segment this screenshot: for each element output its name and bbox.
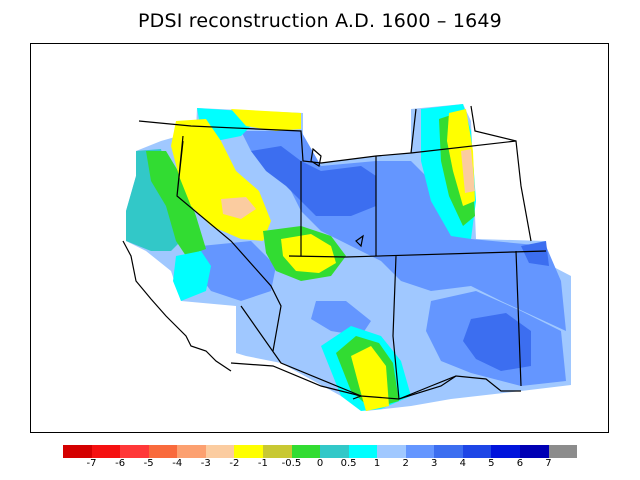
colorbar-swatch bbox=[177, 445, 206, 458]
colorbar-tick-label: -1 bbox=[257, 458, 268, 469]
colorbar-swatch bbox=[91, 445, 121, 458]
colorbar-tick-label: -4 bbox=[172, 458, 183, 469]
map-frame bbox=[30, 43, 609, 433]
colorbar-tick-label: -0.5 bbox=[281, 458, 302, 469]
map-title: PDSI reconstruction A.D. 1600 – 1649 bbox=[138, 10, 502, 32]
colorbar-swatch bbox=[491, 445, 520, 458]
colorbar bbox=[63, 445, 578, 458]
lakes bbox=[310, 147, 364, 248]
colorbar-swatch bbox=[405, 445, 435, 458]
region-mid-gap bbox=[311, 301, 371, 336]
colorbar-tick-label: 3 bbox=[431, 458, 438, 469]
colorbar-tick-label: -2 bbox=[229, 458, 240, 469]
region-west-teal bbox=[126, 149, 186, 251]
coastline bbox=[122, 240, 232, 372]
colorbar-tick-label: 1 bbox=[373, 458, 381, 469]
colorbar-swatch bbox=[148, 445, 178, 458]
colorbar-swatch bbox=[520, 445, 549, 458]
region-central-yellow bbox=[281, 234, 336, 273]
colorbar-tick-label: 4 bbox=[459, 458, 466, 469]
colorbar-swatch bbox=[434, 445, 463, 458]
colorbar-tick-label: -3 bbox=[200, 458, 211, 469]
colorbar-swatch bbox=[262, 445, 292, 458]
colorbar-swatch bbox=[63, 445, 92, 458]
pdsi-map bbox=[122, 104, 571, 411]
colorbar-swatch bbox=[462, 445, 492, 458]
colorbar-tick-label: 2 bbox=[402, 458, 409, 469]
colorbar-tick-label: 6 bbox=[516, 458, 524, 469]
colorbar-swatch bbox=[320, 445, 349, 458]
region-strong-east bbox=[521, 241, 549, 266]
colorbar-tick-label: 0.5 bbox=[340, 458, 357, 469]
colorbar-tick-label: 0 bbox=[316, 458, 324, 469]
region-east-peach bbox=[461, 149, 475, 193]
region-strong-south bbox=[463, 313, 531, 371]
colorbar-tick-label: -6 bbox=[115, 458, 126, 469]
colorbar-swatch bbox=[234, 445, 263, 458]
region-west-green bbox=[146, 151, 206, 256]
region-west-peach bbox=[221, 197, 256, 219]
colorbar-swatch bbox=[205, 445, 235, 458]
colorbar-tick-label: 5 bbox=[488, 458, 495, 469]
region-south-yellow bbox=[351, 346, 389, 411]
colorbar-swatch bbox=[120, 445, 149, 458]
colorbar-tick-label: -5 bbox=[143, 458, 154, 469]
region-sw-cyan bbox=[173, 251, 211, 301]
colorbar-swatch bbox=[291, 445, 321, 458]
colorbar-tick-label: -7 bbox=[86, 458, 97, 469]
colorbar-labels: -7 -6 -5 -4 -3 -2 -1 -0.5 0 0.5 1 2 3 4 5 6 7 bbox=[63, 458, 577, 474]
colorbar-swatch bbox=[377, 445, 406, 458]
colorbar-swatch bbox=[348, 445, 378, 458]
region-mid-west bbox=[196, 241, 276, 301]
colorbar-tick-label: 7 bbox=[545, 458, 552, 469]
colorbar-swatch bbox=[548, 445, 578, 458]
region-west-yellow-top bbox=[231, 109, 301, 131]
region-strong-north bbox=[251, 146, 376, 216]
mexico-border bbox=[230, 362, 521, 400]
boundaries bbox=[122, 105, 547, 400]
